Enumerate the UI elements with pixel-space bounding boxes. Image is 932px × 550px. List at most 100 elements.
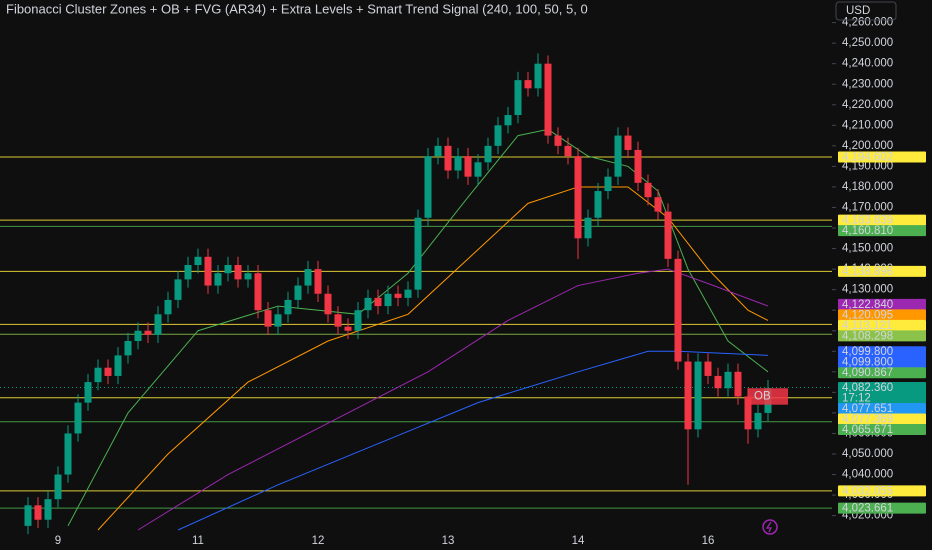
candle-body	[74, 402, 82, 434]
candle-body	[114, 355, 122, 376]
candle-body	[304, 269, 312, 286]
candle-body	[144, 330, 152, 335]
candle-body	[54, 474, 62, 500]
price-label: 4,163.839	[842, 215, 893, 227]
candle-body	[264, 310, 272, 327]
candle-body	[464, 156, 472, 177]
candle-body	[444, 145, 452, 171]
price-label: 4,077.651	[842, 403, 893, 415]
candle-body	[44, 499, 52, 520]
price-label: 4,099.800	[842, 357, 893, 369]
candle-body	[204, 256, 212, 286]
candle-body	[344, 326, 352, 331]
currency[interactable]: USD	[846, 5, 870, 17]
candle-body	[624, 135, 632, 150]
candle-body	[734, 371, 742, 397]
candle-body	[224, 265, 232, 274]
candle-body	[714, 375, 722, 389]
candle-body	[324, 293, 332, 315]
x-tick-label: 9	[55, 535, 61, 547]
price-label-bg	[838, 319, 926, 331]
candle-body	[674, 258, 682, 362]
x-tick-label: 11	[192, 535, 204, 547]
candle-body	[94, 367, 102, 383]
price-label-bg	[838, 309, 926, 321]
price-label: 4,065.671	[842, 424, 893, 436]
moving-average	[97, 186, 769, 531]
candle-body	[434, 145, 442, 157]
x-tick-label: 16	[702, 535, 715, 547]
candle-body	[124, 341, 132, 356]
signal-icon[interactable]	[762, 519, 778, 535]
candle-body	[504, 115, 512, 126]
price-label-bg	[838, 265, 926, 277]
order-block-label: OB	[754, 391, 771, 403]
y-tick-label: 4,240.000	[842, 58, 893, 70]
candle-body	[214, 273, 222, 286]
candle-body	[744, 396, 752, 430]
candle-body	[394, 293, 402, 298]
candle-body	[244, 273, 252, 280]
candle-body	[254, 273, 262, 311]
price-label-bg	[838, 382, 926, 394]
countdown: 17:12	[842, 393, 871, 405]
y-tick-label: 4,230.000	[842, 78, 893, 90]
candle-body	[364, 297, 372, 311]
y-tick-label: 4,180.000	[842, 181, 893, 193]
candle-body	[484, 145, 492, 163]
candle-body	[334, 314, 342, 327]
price-label: 4,160.810	[842, 225, 893, 237]
candle-body	[644, 182, 652, 198]
price-label-bg	[838, 225, 926, 237]
y-tick-label: 4,250.000	[842, 37, 893, 49]
x-tick-label: 14	[572, 535, 585, 547]
price-label-bg	[838, 356, 926, 368]
price-label-bg	[838, 485, 926, 497]
moving-average	[177, 350, 769, 531]
price-label-bg	[838, 214, 926, 226]
price-label-bg	[838, 413, 926, 425]
candle-body	[704, 361, 712, 376]
candle-body	[274, 314, 282, 327]
signal-bolt	[765, 521, 773, 533]
candle-body	[294, 285, 302, 300]
moving-average	[67, 128, 769, 527]
y-tick-label: 4,220.000	[842, 99, 893, 111]
candle-body	[234, 265, 242, 280]
candle-body	[24, 505, 32, 526]
currency-box[interactable]	[835, 1, 897, 21]
y-tick-label: 4,040.000	[842, 469, 893, 481]
candle-body	[354, 310, 362, 331]
y-tick-label: 4,150.000	[842, 243, 893, 255]
price-label: 4,082.360	[842, 382, 893, 394]
candle-body	[164, 299, 172, 315]
candle-body	[424, 156, 432, 218]
y-tick-label: 4,050.000	[842, 448, 893, 460]
order-block	[748, 388, 788, 405]
candle-body	[554, 135, 562, 146]
candle-body	[154, 314, 162, 335]
candle-body	[34, 505, 42, 520]
candle-body	[614, 135, 622, 177]
price-label-bg	[838, 424, 926, 436]
title-bg	[0, 0, 832, 20]
candle-body	[594, 191, 602, 218]
price-label: 4,023.661	[842, 503, 893, 515]
y-tick-label: 4,130.000	[842, 284, 893, 296]
indicator-title: Fibonacci Cluster Zones + OB + FVG (AR34…	[6, 1, 588, 16]
price-label: 4,113.121	[842, 320, 892, 332]
candle-body	[384, 293, 392, 307]
price-label-bg	[838, 367, 926, 379]
price-label: 4,122.840	[842, 299, 893, 311]
candle-body	[314, 269, 322, 294]
x-tick-label: 12	[312, 535, 325, 547]
price-label: 4,138.896	[842, 266, 893, 278]
candle-body	[684, 361, 692, 430]
moving-average	[137, 268, 769, 531]
candle-body	[664, 211, 672, 259]
price-label: 4,120.095	[842, 309, 893, 321]
candle-body	[534, 63, 542, 89]
price-label-bg	[838, 346, 926, 358]
